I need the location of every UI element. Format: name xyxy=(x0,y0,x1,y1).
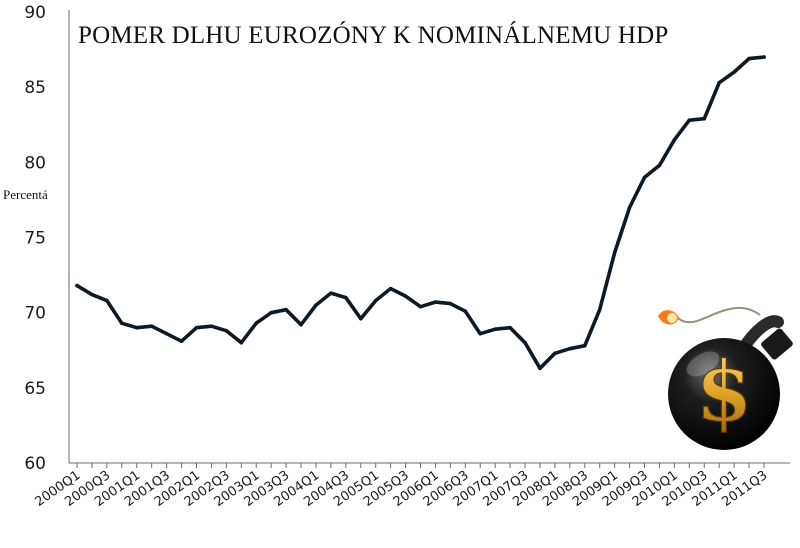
data-point xyxy=(657,163,662,168)
data-point xyxy=(418,304,423,309)
data-point xyxy=(597,307,602,312)
x-axis-ticks: 2000Q12000Q32001Q12001Q32002Q12002Q32003… xyxy=(32,463,770,510)
data-point xyxy=(448,301,453,306)
svg-text:$: $ xyxy=(695,344,752,440)
data-point xyxy=(179,339,184,344)
data-point xyxy=(553,351,557,356)
data-point xyxy=(702,116,707,121)
y-tick-label: 60 xyxy=(24,454,46,474)
data-point xyxy=(314,303,318,307)
data-point xyxy=(672,137,677,142)
y-tick-label: 90 xyxy=(24,3,46,23)
data-point xyxy=(523,340,527,345)
data-point xyxy=(358,316,363,321)
data-point xyxy=(90,292,94,297)
data-point xyxy=(373,298,378,303)
data-point xyxy=(627,205,632,210)
data-point xyxy=(149,324,154,328)
data-point xyxy=(642,175,647,180)
data-point xyxy=(403,294,408,298)
data-point xyxy=(388,286,393,291)
data-point xyxy=(463,309,468,313)
y-axis-label: Percentá xyxy=(3,187,48,202)
chart-title: POMER DLHU EUROZÓNY K NOMINÁLNEMU HDP xyxy=(78,21,669,49)
data-point xyxy=(344,295,348,300)
y-tick-label: 70 xyxy=(24,304,46,324)
data-point xyxy=(269,310,273,315)
data-point xyxy=(120,321,124,325)
y-tick-label: 80 xyxy=(24,153,46,173)
y-tick-label: 75 xyxy=(24,229,46,249)
dollar-bomb-icon: $ xyxy=(658,306,793,450)
data-point xyxy=(478,331,483,336)
data-point xyxy=(568,346,572,351)
data-point xyxy=(687,118,692,123)
data-point xyxy=(717,80,721,85)
y-tick-label: 65 xyxy=(24,379,46,399)
data-point xyxy=(493,327,497,332)
data-point xyxy=(538,366,542,371)
data-point xyxy=(762,55,766,59)
data-point xyxy=(732,70,736,74)
data-point xyxy=(747,56,751,61)
data-point xyxy=(329,291,333,295)
series-line xyxy=(75,55,766,371)
y-axis-ticks: 60 65 70 75 80 85 90 xyxy=(24,3,46,474)
series-layer xyxy=(75,55,766,371)
data-point xyxy=(254,321,259,325)
data-point xyxy=(433,300,438,304)
data-point xyxy=(224,328,229,333)
data-point xyxy=(134,325,139,330)
data-point xyxy=(75,283,79,288)
data-point xyxy=(508,325,512,330)
data-point xyxy=(299,322,303,327)
y-tick-label: 85 xyxy=(24,78,46,98)
data-point xyxy=(194,325,199,330)
data-point xyxy=(239,340,244,345)
data-point xyxy=(582,343,587,348)
data-point xyxy=(209,324,214,328)
data-point xyxy=(284,307,288,312)
data-point xyxy=(164,331,169,336)
data-point xyxy=(612,250,617,255)
data-point xyxy=(105,298,109,303)
